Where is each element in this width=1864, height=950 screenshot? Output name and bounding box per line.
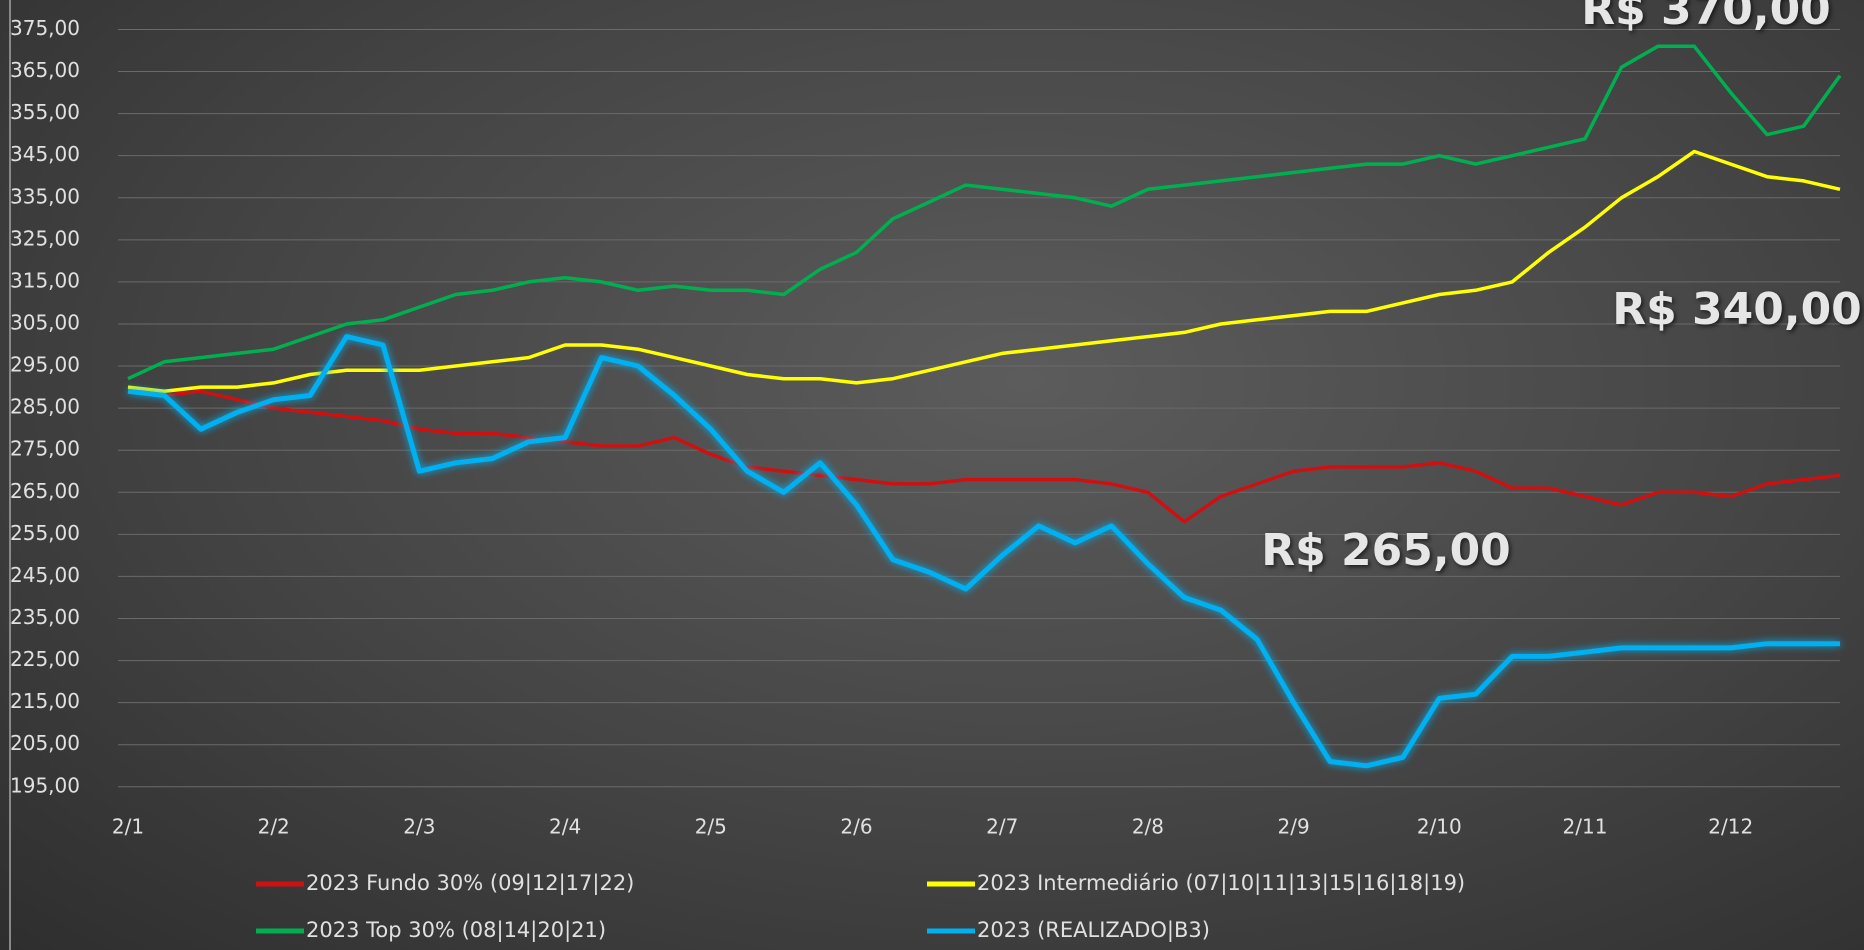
y-tick-label: 235,00 bbox=[10, 605, 80, 629]
y-tick-label: 305,00 bbox=[10, 310, 80, 334]
y-tick-label: 335,00 bbox=[10, 184, 80, 208]
series-line bbox=[127, 389, 1841, 524]
x-tick-label: 2/7 bbox=[986, 815, 1018, 839]
series-line bbox=[127, 149, 1841, 394]
x-tick-label: 2/2 bbox=[258, 815, 290, 839]
y-tick-label: 295,00 bbox=[10, 353, 80, 377]
x-tick-label: 2/10 bbox=[1417, 815, 1462, 839]
x-tick-label: 2/6 bbox=[840, 815, 872, 839]
x-tick-label: 2/1 bbox=[112, 815, 144, 839]
y-tick-label: 255,00 bbox=[10, 521, 80, 545]
x-tick-label: 2/3 bbox=[403, 815, 435, 839]
y-tick-label: 315,00 bbox=[10, 268, 80, 292]
x-tick-label: 2/11 bbox=[1563, 815, 1608, 839]
annotation: R$ 340,00 bbox=[1612, 284, 1862, 335]
y-tick-label: 265,00 bbox=[10, 479, 80, 503]
y-tick-label: 375,00 bbox=[10, 16, 80, 40]
y-tick-label: 195,00 bbox=[10, 773, 80, 797]
y-tick-label: 275,00 bbox=[10, 437, 80, 461]
x-tick-label: 2/9 bbox=[1278, 815, 1310, 839]
y-tick-label: 345,00 bbox=[10, 142, 80, 166]
y-tick-label: 215,00 bbox=[10, 689, 80, 713]
y-tick-label: 245,00 bbox=[10, 563, 80, 587]
x-tick-label: 2/5 bbox=[695, 815, 727, 839]
annotation: R$ 265,00 bbox=[1261, 525, 1511, 576]
annotation: R$ 370,00 bbox=[1581, 0, 1831, 35]
y-tick-label: 355,00 bbox=[10, 100, 80, 124]
legend-label: 2023 Fundo 30% (09|12|17|22) bbox=[306, 871, 634, 896]
plot-area: 195,00 205,00 215,00 225,00 235,00 245,00 255,… bbox=[10, 16, 1842, 943]
y-tick-label: 225,00 bbox=[10, 647, 80, 671]
y-tick-label: 365,00 bbox=[10, 58, 80, 82]
x-tick-label: 2/8 bbox=[1132, 815, 1164, 839]
y-tick-label: 285,00 bbox=[10, 395, 80, 419]
y-tick-label: 205,00 bbox=[10, 731, 80, 755]
y-tick-label: 325,00 bbox=[10, 226, 80, 250]
series-line bbox=[127, 334, 1840, 769]
x-tick-label: 2/12 bbox=[1708, 815, 1753, 839]
legend-label: 2023 Top 30% (08|14|20|21) bbox=[306, 918, 606, 943]
legend-label: 2023 (REALIZADO|B3) bbox=[977, 918, 1210, 943]
x-tick-label: 2/4 bbox=[549, 815, 581, 839]
legend-label: 2023 Intermediário (07|10|11|13|15|16|18… bbox=[977, 871, 1465, 896]
series-line bbox=[127, 44, 1842, 381]
